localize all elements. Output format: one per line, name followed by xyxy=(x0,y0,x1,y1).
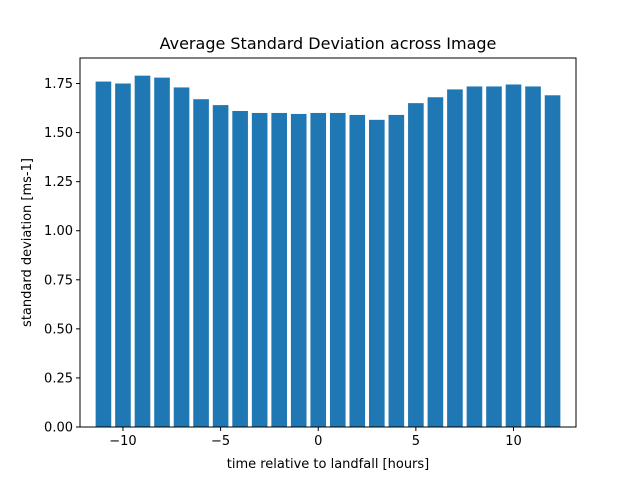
bars-group xyxy=(95,75,561,428)
x-tick-label: 10 xyxy=(505,434,522,449)
y-tick-label: 0.75 xyxy=(44,273,73,288)
x-axis-ticks: −10 −5 0 5 10 xyxy=(109,427,522,449)
x-tick-label: 5 xyxy=(412,434,420,449)
bar-12 xyxy=(544,95,561,428)
chart-title: Average Standard Deviation across Image xyxy=(160,34,497,53)
bar--6 xyxy=(193,99,209,428)
y-tick-label: 0.50 xyxy=(44,322,73,337)
bar--3 xyxy=(251,112,268,427)
bar-8 xyxy=(466,86,483,427)
bar--10 xyxy=(115,83,131,427)
bar--7 xyxy=(173,87,190,427)
bar--11 xyxy=(95,81,112,427)
y-tick-label: 0.00 xyxy=(44,421,73,436)
bar--4 xyxy=(232,110,248,427)
plot-frame xyxy=(79,57,577,428)
bar-3 xyxy=(369,119,385,428)
x-axis-label: time relative to landfall [hours] xyxy=(227,457,430,472)
x-tick-label: −10 xyxy=(109,434,136,449)
bar-10 xyxy=(505,84,522,427)
y-tick-label: 0.25 xyxy=(44,371,73,386)
y-axis-label: standard deviation [ms-1] xyxy=(20,158,35,327)
x-tick-label: −5 xyxy=(211,434,230,449)
bar--8 xyxy=(154,77,170,428)
bar-1 xyxy=(329,112,346,427)
bar--9 xyxy=(134,75,151,428)
bar--2 xyxy=(271,112,287,427)
y-axis-ticks: 0.00 0.25 0.50 0.75 1.00 1.25 1.50 1.75 xyxy=(44,77,80,436)
y-tick-label: 1.50 xyxy=(44,126,73,141)
bar-4 xyxy=(388,114,405,427)
bar-5 xyxy=(408,103,424,427)
bar-6 xyxy=(427,97,444,428)
y-tick-label: 1.75 xyxy=(44,77,73,92)
bar-9 xyxy=(486,86,502,427)
y-tick-label: 1.00 xyxy=(44,224,73,239)
bar--1 xyxy=(290,113,307,427)
y-tick-label: 1.25 xyxy=(44,175,73,190)
bar-7 xyxy=(447,89,463,427)
bar-0 xyxy=(310,112,327,427)
bar-11 xyxy=(525,86,541,427)
bar-2 xyxy=(349,114,366,427)
x-tick-label: 0 xyxy=(314,434,322,449)
bar--5 xyxy=(212,105,229,427)
